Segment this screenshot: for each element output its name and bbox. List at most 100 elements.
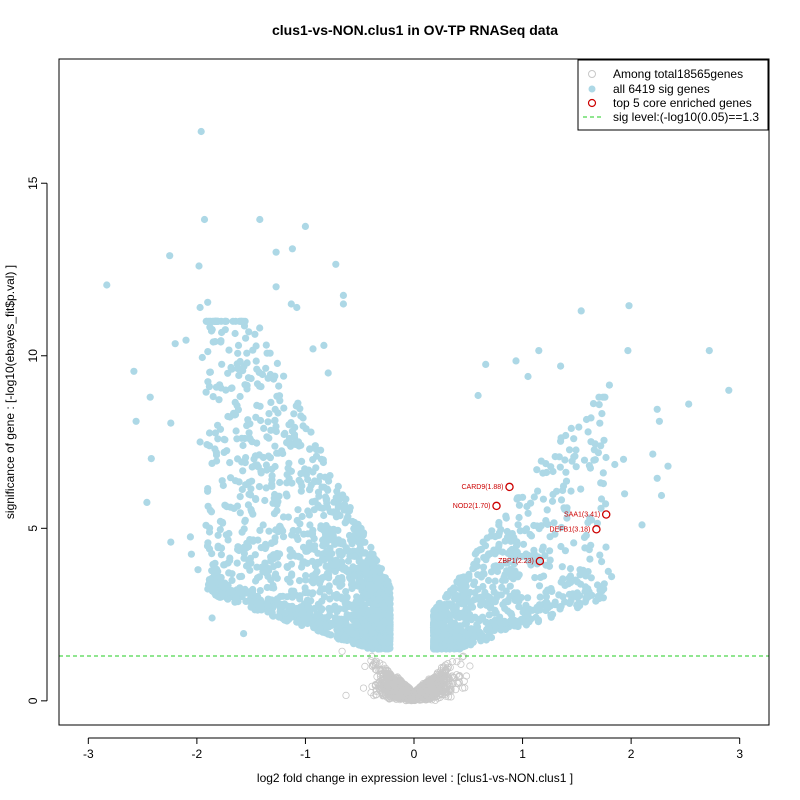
gene-point-nonsig — [376, 680, 384, 688]
gene-point-sig — [354, 595, 362, 603]
gene-point-sig — [385, 626, 393, 634]
gene-point-sig — [272, 283, 280, 291]
gene-point-sig — [197, 127, 205, 136]
gene-point-sig — [353, 621, 361, 629]
gene-point-nonsig — [452, 685, 460, 694]
top-gene-label: ZBP1(2.23) — [498, 558, 534, 565]
gene-point-sig — [298, 512, 306, 521]
gene-point-sig — [257, 544, 265, 552]
y-tick-label: 5 — [26, 525, 40, 532]
gene-point-sig — [367, 543, 375, 552]
gene-point-sig — [276, 478, 284, 487]
gene-point-sig — [330, 591, 338, 600]
gene-point-nonsig — [388, 685, 396, 693]
plot-frame — [58, 58, 770, 726]
gene-point-sig — [495, 518, 503, 527]
gene-point-sig — [556, 605, 564, 613]
gene-point-sig — [664, 462, 672, 470]
gene-point-sig — [305, 511, 313, 519]
gene-point-sig — [229, 317, 237, 325]
gene-point-sig — [558, 563, 566, 571]
gene-point-sig — [271, 416, 279, 424]
gene-point-sig — [685, 400, 693, 408]
gene-point-sig — [356, 545, 364, 553]
gene-point-sig — [530, 521, 538, 530]
gene-point-nonsig — [395, 684, 404, 692]
gene-point-sig — [247, 374, 255, 383]
gene-point-sig — [252, 357, 260, 365]
gene-point-sig — [515, 513, 523, 522]
gene-point-sig — [567, 424, 575, 432]
gene-point-sig — [204, 378, 212, 386]
gene-point-sig — [282, 616, 290, 625]
gene-point-sig — [570, 453, 578, 461]
gene-point-sig — [584, 585, 592, 593]
legend-label-top: top 5 core enriched genes — [613, 96, 752, 110]
gene-point-sig — [228, 588, 236, 597]
gene-point-nonsig — [409, 692, 417, 701]
gene-point-sig — [249, 585, 257, 594]
gene-point-sig — [495, 529, 503, 537]
gene-point-sig — [364, 556, 372, 564]
x-axis: -3 -2 -1 0 1 2 3 — [83, 737, 743, 761]
gene-point-sig — [257, 563, 266, 571]
gene-point-sig — [524, 609, 532, 617]
gene-point-sig — [215, 396, 223, 404]
gene-point-sig — [226, 554, 234, 562]
gene-point-sig — [248, 438, 256, 446]
gene-point-sig — [342, 495, 350, 503]
y-tick-label: 10 — [26, 349, 40, 363]
gene-point-sig — [305, 589, 313, 597]
gene-point-sig — [473, 557, 481, 565]
gene-point-sig — [467, 625, 475, 633]
gene-point-sig — [130, 367, 138, 375]
gene-point-nonsig — [359, 684, 368, 692]
gene-point-sig — [252, 495, 260, 503]
gene-point-sig — [299, 422, 307, 430]
gene-point-sig — [203, 441, 211, 449]
gene-point-sig — [478, 614, 487, 622]
gene-point-sig — [479, 538, 487, 546]
gene-point-sig — [478, 593, 486, 601]
gene-point-sig — [241, 434, 249, 443]
gene-point-sig — [273, 507, 281, 515]
gene-point-sig — [439, 620, 447, 628]
gene-point-sig — [385, 618, 393, 627]
gene-point-sig — [255, 382, 264, 390]
gene-point-sig — [485, 594, 493, 602]
gene-point-sig — [336, 618, 344, 626]
gene-point-sig — [262, 461, 270, 469]
gene-point-sig — [586, 555, 594, 563]
top-gene-label: CARD9(1.88) — [461, 484, 503, 491]
gene-point-sig — [222, 386, 230, 394]
gene-point-sig — [266, 349, 274, 357]
gene-point-sig — [267, 583, 275, 592]
gene-point-sig — [604, 567, 612, 576]
gene-point-sig — [580, 456, 589, 464]
gene-point-sig — [345, 613, 353, 621]
gene-point-sig — [275, 613, 283, 621]
top-gene-marker — [592, 525, 601, 534]
gene-point-sig — [602, 543, 610, 551]
gene-point-sig — [542, 593, 551, 601]
gene-point-sig — [353, 525, 361, 533]
gene-point-nonsig — [439, 669, 447, 677]
gene-point-sig — [305, 539, 313, 547]
gene-point-sig — [570, 435, 578, 443]
gene-point-sig — [522, 550, 530, 558]
gene-point-sig — [536, 601, 544, 609]
gene-point-nonsig — [401, 680, 409, 689]
gene-point-sig — [317, 522, 325, 530]
gene-point-nonsig — [393, 674, 401, 683]
gene-point-sig — [575, 423, 583, 431]
gene-point-sig — [506, 582, 514, 590]
gene-point-sig — [449, 585, 457, 593]
gene-point-sig — [323, 547, 331, 555]
gene-point-sig — [453, 592, 461, 600]
gene-point-sig — [348, 535, 356, 543]
gene-point-sig — [597, 504, 605, 512]
gene-point-sig — [504, 607, 512, 615]
gene-point-sig — [550, 519, 558, 527]
gene-point-sig — [263, 466, 271, 474]
gene-point-sig — [238, 317, 246, 325]
